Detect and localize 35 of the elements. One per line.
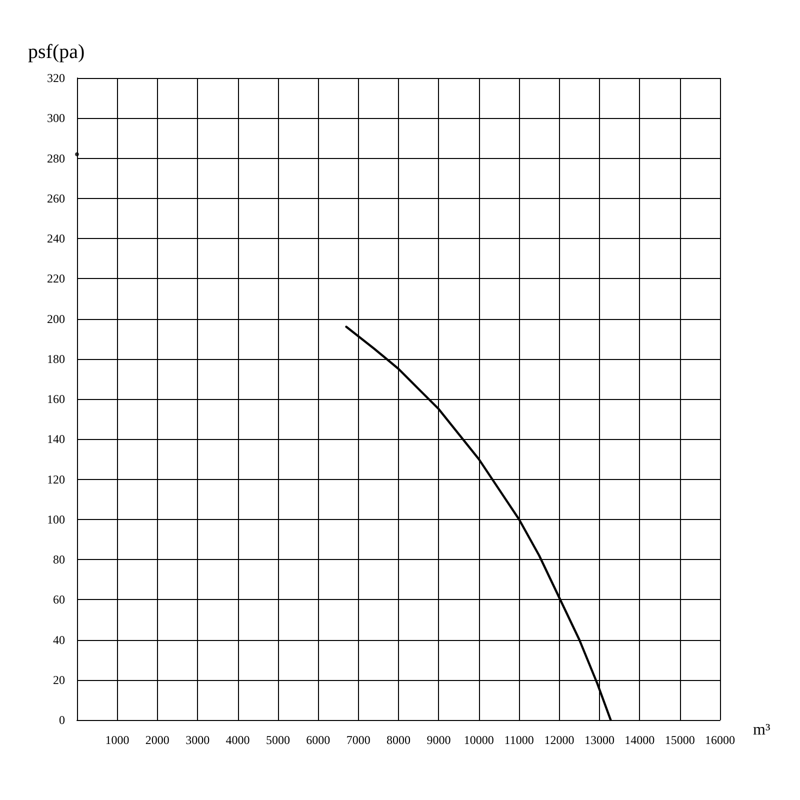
y-tick-label: 260 bbox=[47, 191, 65, 206]
x-axis-title: m³ bbox=[753, 722, 770, 738]
y-tick-label: 200 bbox=[47, 312, 65, 326]
y-tick-label: 80 bbox=[53, 552, 65, 566]
x-tick-label: 4000 bbox=[226, 733, 250, 747]
x-tick-label: 3000 bbox=[186, 733, 210, 747]
x-tick-label: 10000 bbox=[464, 733, 494, 747]
x-tick-label: 12000 bbox=[544, 733, 574, 747]
y-tick-label: 60 bbox=[53, 592, 65, 607]
x-tick-label: 5000 bbox=[266, 733, 290, 747]
x-tick-label: 9000 bbox=[426, 733, 451, 747]
y-tick-label: 120 bbox=[47, 472, 65, 486]
y-tick-label: 140 bbox=[47, 432, 65, 446]
y-tick-label: 160 bbox=[47, 392, 65, 406]
x-tick-label: 15000 bbox=[664, 733, 695, 747]
y-tick-label: 320 bbox=[47, 71, 65, 85]
x-tick-label: 6000 bbox=[306, 733, 330, 747]
x-tick-label: 11000 bbox=[504, 733, 534, 747]
x-tick-label: 16000 bbox=[705, 733, 735, 747]
y-tick-label: 220 bbox=[47, 272, 65, 286]
x-tick-label: 1000 bbox=[105, 733, 130, 747]
y-tick-label: 300 bbox=[47, 111, 65, 126]
x-tick-label: 14000 bbox=[624, 733, 655, 747]
y-tick-label: 280 bbox=[47, 151, 65, 166]
x-tick-label: 2000 bbox=[145, 733, 170, 747]
y-tick-label: 20 bbox=[53, 672, 65, 687]
y-tick-label: 40 bbox=[53, 632, 65, 647]
y-tick-label: 100 bbox=[47, 512, 65, 526]
x-tick-label: 13000 bbox=[584, 733, 614, 747]
y-tick-label: 180 bbox=[47, 352, 65, 366]
x-tick-label: 8000 bbox=[386, 733, 410, 747]
y-axis-title: psf(pa) bbox=[28, 41, 85, 63]
y-tick-label: 0 bbox=[59, 713, 65, 727]
y-tick-label: 240 bbox=[47, 232, 65, 246]
x-tick-label: 7000 bbox=[346, 733, 370, 747]
